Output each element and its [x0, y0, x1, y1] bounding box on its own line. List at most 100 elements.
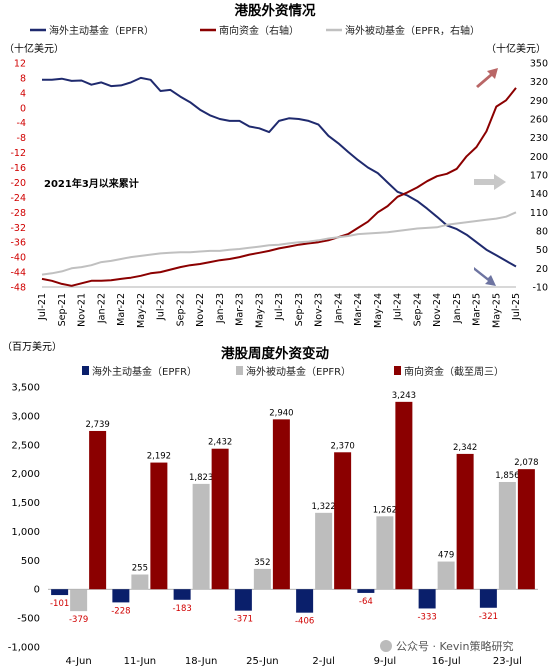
legend-label-southbound-bar: 南向资金（截至周三）: [404, 365, 504, 378]
active-fund-bar: [479, 589, 497, 608]
left-tick-label: -20: [10, 178, 26, 189]
left-tick-label: 0: [20, 103, 26, 114]
left-tick-label: -28: [10, 208, 26, 219]
bar-data-label: 255: [132, 563, 148, 573]
bottom-y-tick-label: 3,000: [11, 411, 40, 422]
top-x-tick-label: Nov-22: [195, 293, 206, 327]
bar-data-label: -321: [479, 612, 498, 622]
bottom-x-tick-label: 16-Jul: [432, 656, 461, 667]
bottom-x-tick-label: 11-Jun: [124, 656, 157, 667]
southbound-bar: [150, 462, 168, 590]
active-fund-bar: [357, 589, 375, 593]
active-fund-bar: [173, 589, 191, 600]
left-tick-label: -36: [10, 238, 26, 249]
right-tick-label: 320: [530, 77, 548, 88]
bar-data-label: -371: [234, 615, 253, 625]
bottom-y-tick-label: -1,000: [8, 643, 40, 654]
bar-data-label: -406: [295, 617, 314, 627]
bottom-y-tick-label: 0: [34, 585, 40, 596]
top-x-tick-label: Jul-25: [511, 293, 522, 321]
legend-swatch-southbound-bar: [394, 366, 401, 375]
right-tick-label: -10: [532, 283, 548, 294]
southbound-bar: [517, 469, 535, 590]
left-tick-label: -16: [10, 163, 26, 174]
top-x-tick-label: May-24: [373, 293, 384, 328]
left-tick-label: -44: [10, 268, 26, 279]
top-x-tick-label: May-23: [254, 293, 265, 328]
legend-label-southbound: 南向资金（右轴）: [219, 24, 299, 37]
legend-label-passive-bar: 海外被动基金（EPFR）: [246, 365, 351, 378]
left-tick-label: -32: [10, 223, 26, 234]
passive-fund-bar: [376, 516, 394, 590]
right-tick-label: 200: [530, 152, 548, 163]
arrow-down-icon: [474, 267, 496, 286]
bar-data-label: -379: [69, 615, 88, 625]
bar-data-label: 479: [438, 551, 454, 561]
southbound-line: [41, 87, 517, 287]
top-x-tick-label: Jan-25: [452, 293, 463, 324]
passive-fund-line: [41, 211, 517, 276]
top-x-tick-label: Jan-24: [333, 293, 344, 324]
right-tick-label: 260: [530, 115, 548, 126]
bottom-chart-title: 港股周度外资变动: [221, 345, 329, 362]
right-tick-label: 350: [530, 59, 548, 70]
right-tick-label: 140: [530, 189, 548, 200]
top-left-unit: （十亿美元）: [4, 42, 64, 55]
active-fund-bar: [112, 589, 130, 603]
passive-fund-bar: [498, 481, 516, 590]
bar-data-label: 2,192: [147, 452, 171, 462]
trend-arrows: [474, 68, 506, 286]
legend-label-active: 海外主动基金（EPFR）: [49, 24, 154, 37]
legend-swatch-passive-bar: [236, 366, 243, 375]
passive-fund-bar: [70, 589, 88, 612]
bottom-unit: （百万美元）: [2, 340, 62, 353]
top-x-tick-label: Nov-24: [432, 293, 443, 327]
right-tick-label: 110: [530, 208, 548, 219]
left-tick-label: 12: [14, 59, 26, 70]
active-fund-bar: [234, 589, 252, 611]
legend-label-passive: 海外被动基金（EPFR，右轴）: [345, 24, 480, 37]
left-tick-label: -48: [10, 283, 26, 294]
bottom-x-tick-label: 4-Jun: [66, 656, 92, 667]
bar-data-label: 1,856: [495, 471, 519, 481]
passive-fund-bar: [131, 574, 149, 590]
right-tick-label: 50: [536, 245, 548, 256]
top-x-tick-label: May-22: [136, 293, 147, 328]
bar-data-label: 1,322: [311, 502, 335, 512]
bottom-plot: 3,500 3,000 2,500 2,000 1,500 1,000 500 0 -500 -1…: [8, 383, 539, 668]
top-x-tick-label: Jul-23: [274, 293, 285, 321]
bottom-y-tick-label: 1,000: [11, 527, 40, 538]
left-tick-label: -4: [17, 118, 26, 129]
bar-data-label: 352: [254, 558, 270, 568]
bar-data-label: 1,823: [189, 473, 213, 483]
right-tick-label: 230: [530, 133, 548, 144]
top-x-tick-label: Sep-21: [57, 293, 68, 326]
southbound-bar: [89, 430, 107, 590]
bottom-legend: 海外主动基金（EPFR） 海外被动基金（EPFR） 南向资金（截至周三）: [82, 365, 504, 378]
wechat-icon: [380, 640, 392, 652]
top-x-tick-label: Sep-22: [175, 293, 186, 326]
bar-data-label: -228: [111, 606, 130, 616]
top-x-tick-label: Jan-22: [96, 293, 107, 324]
southbound-bar: [456, 453, 474, 590]
bottom-x-tick-label: 25-Jun: [246, 656, 279, 667]
bottom-y-tick-label: 3,500: [11, 383, 40, 394]
bottom-x-tick-label: 2-Jul: [312, 656, 335, 667]
bar-data-label: 3,243: [392, 391, 416, 401]
bar-data-label: 2,078: [514, 458, 538, 468]
top-x-tick-label: Nov-23: [314, 293, 325, 327]
left-tick-label: -12: [10, 148, 26, 159]
right-tick-label: 20: [536, 264, 548, 275]
bottom-y-tick-label: -500: [17, 614, 40, 625]
southbound-bar: [211, 448, 229, 590]
bar-data-label: 2,342: [453, 443, 477, 453]
bar-data-label: 2,370: [330, 441, 354, 451]
bar-data-label: 2,940: [269, 408, 293, 418]
right-tick-label: 170: [530, 171, 548, 182]
top-x-tick-label: Mar-22: [116, 293, 127, 326]
bar-data-label: -333: [417, 612, 436, 622]
top-x-tick-label: Sep-24: [412, 293, 423, 326]
arrow-up-icon: [476, 68, 498, 88]
bar-data-label: -101: [50, 599, 69, 609]
